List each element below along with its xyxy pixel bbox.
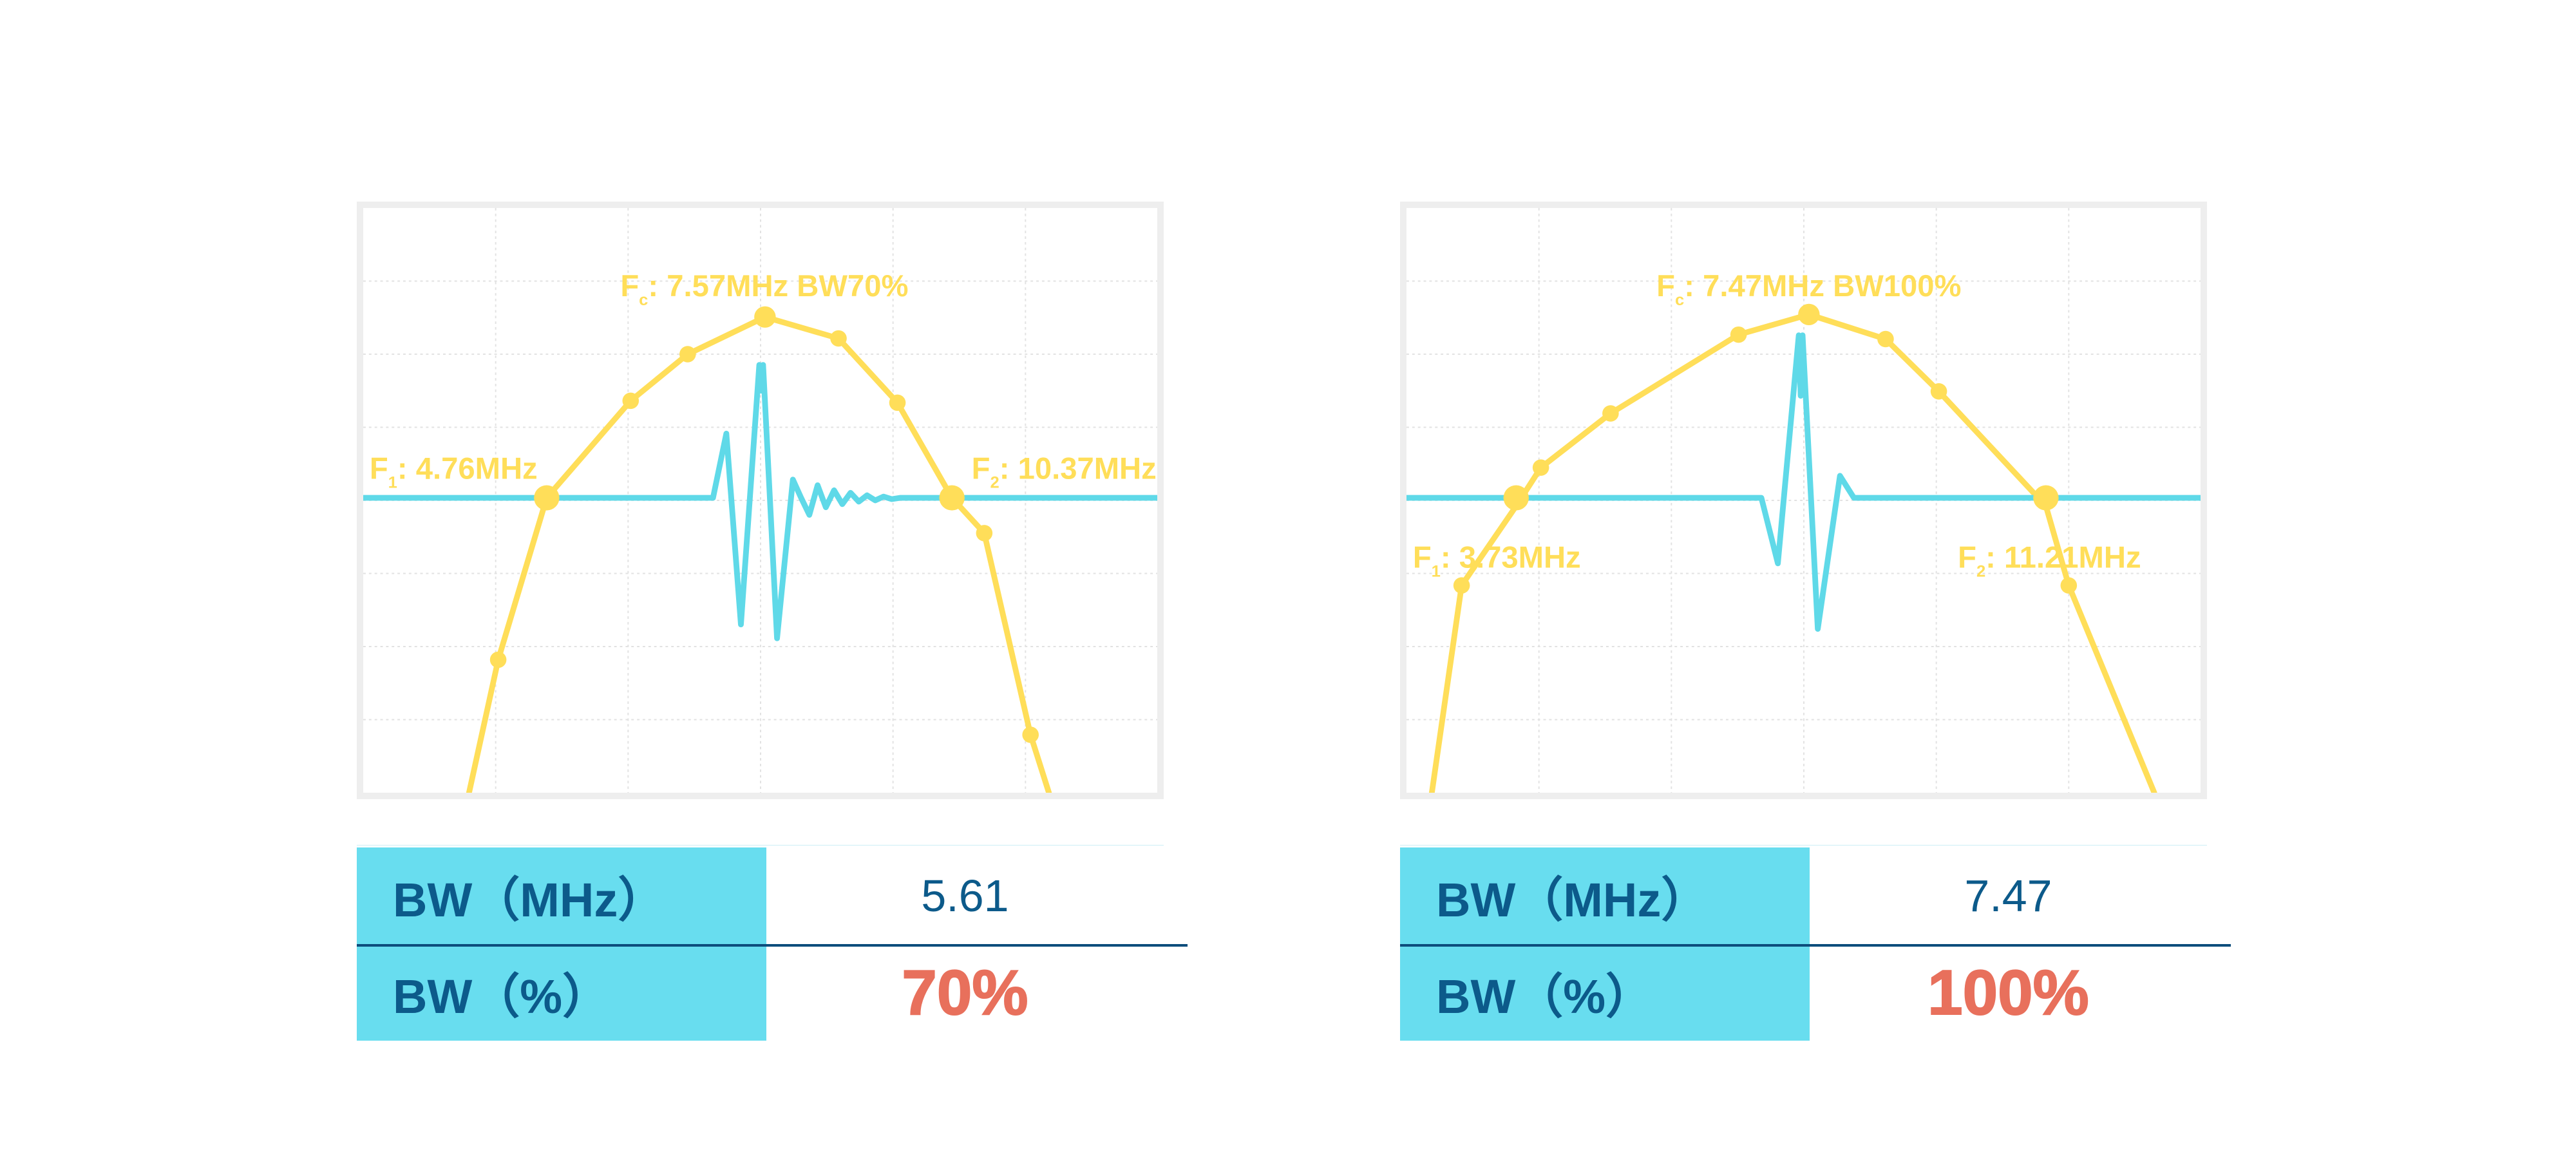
svg-text:F1: 4.76MHz: F1: 4.76MHz: [370, 451, 538, 492]
svg-text:F2: 10.37MHz: F2: 10.37MHz: [972, 451, 1157, 492]
svg-text:F1: 3.73MHz: F1: 3.73MHz: [1413, 540, 1581, 581]
svg-text:Fc: 7.47MHz BW100%: Fc: 7.47MHz BW100%: [1656, 269, 1961, 309]
svg-text:F2: 11.21MHz: F2: 11.21MHz: [1958, 540, 2141, 581]
svg-text:Fc: 7.57MHz BW70%: Fc: 7.57MHz BW70%: [620, 269, 908, 309]
